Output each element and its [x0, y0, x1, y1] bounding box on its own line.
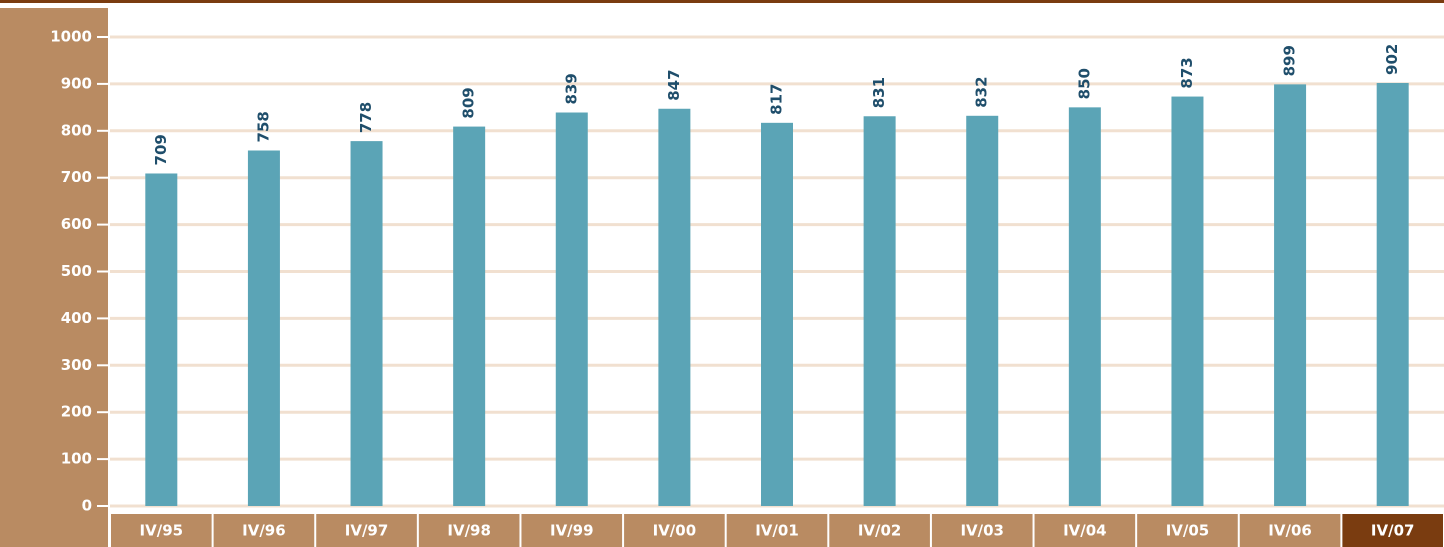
value-label: 758	[254, 111, 272, 142]
value-label: 899	[1281, 45, 1299, 76]
x-tick-label: IV/95	[140, 522, 184, 540]
y-tick-label: 600	[61, 215, 92, 233]
y-tick-label: 400	[61, 309, 92, 327]
value-label: 902	[1383, 44, 1401, 75]
value-label: 847	[665, 69, 683, 100]
x-tick-label: IV/06	[1268, 522, 1312, 540]
x-tick-label: IV/98	[447, 522, 491, 540]
bar	[863, 116, 896, 507]
category-cell	[418, 514, 520, 547]
x-tick-label: IV/01	[755, 522, 799, 540]
category-cell	[624, 514, 725, 547]
x-tick-label: IV/97	[345, 522, 389, 540]
bar	[1274, 84, 1307, 506]
bar	[145, 173, 178, 506]
y-tick-label: 1000	[50, 28, 92, 46]
bar	[658, 108, 691, 506]
category-cell	[521, 514, 623, 547]
bar	[247, 150, 280, 507]
y-tick-label: 200	[61, 403, 92, 421]
y-tick-label: 100	[61, 450, 92, 468]
category-cell	[1137, 514, 1238, 547]
top-rule	[0, 0, 1444, 3]
category-cell	[726, 514, 828, 547]
bar	[761, 122, 793, 507]
bar	[1068, 107, 1101, 506]
value-label: 850	[1075, 68, 1093, 99]
category-cell	[829, 514, 930, 547]
y-tick-label: 800	[61, 121, 92, 139]
y-tick-label: 0	[82, 497, 92, 515]
category-cell	[1034, 514, 1136, 547]
y-tick-label: 700	[61, 168, 92, 186]
x-tick-label: IV/03	[960, 522, 1004, 540]
y-tick-label: 300	[61, 356, 92, 374]
value-label: 831	[870, 77, 888, 108]
category-cell	[1239, 514, 1341, 547]
x-tick-label: IV/07	[1371, 522, 1415, 540]
category-cell	[1342, 514, 1443, 547]
bar	[966, 115, 999, 507]
x-tick-label: IV/02	[858, 522, 902, 540]
category-cell	[213, 514, 315, 547]
category-cell	[316, 514, 417, 547]
axis-panel	[0, 8, 108, 547]
y-tick-label: 900	[61, 74, 92, 92]
x-tick-label: IV/99	[550, 522, 594, 540]
value-label: 778	[357, 102, 375, 133]
x-tick-label: IV/04	[1063, 522, 1107, 540]
bar	[1376, 82, 1409, 506]
category-cell	[931, 514, 1033, 547]
bar	[350, 141, 383, 507]
x-tick-label: IV/96	[242, 522, 286, 540]
bar	[453, 126, 486, 506]
y-tick-label: 500	[61, 262, 92, 280]
value-label: 809	[460, 87, 478, 118]
category-cell	[111, 514, 212, 547]
value-label: 832	[973, 76, 991, 107]
value-label: 709	[152, 134, 170, 165]
bar	[555, 112, 588, 506]
value-label: 839	[562, 73, 580, 104]
value-label: 817	[768, 84, 786, 115]
value-label: 873	[1178, 57, 1196, 88]
x-tick-label: IV/05	[1166, 522, 1210, 540]
bar	[1171, 96, 1204, 507]
x-tick-label: IV/00	[653, 522, 697, 540]
